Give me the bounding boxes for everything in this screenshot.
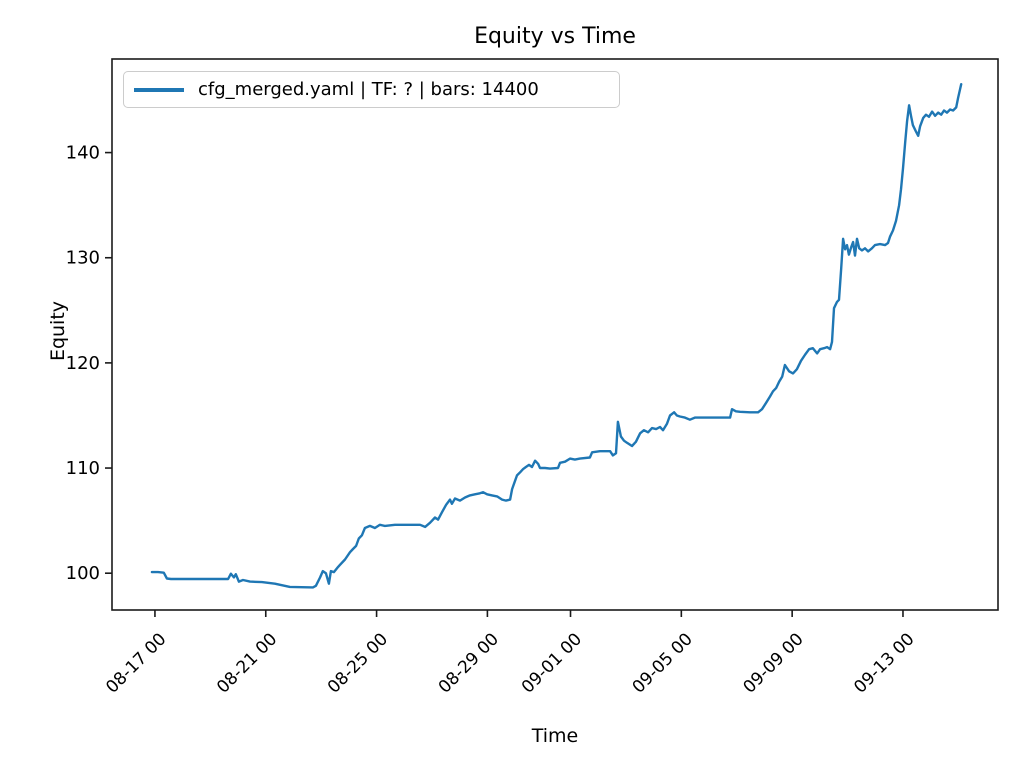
legend-label: cfg_merged.yaml | TF: ? | bars: 14400 <box>198 79 539 100</box>
y-axis-label: Equity <box>47 300 69 362</box>
x-tick-label: 09-09 00 <box>739 629 807 697</box>
plot-area <box>111 58 999 611</box>
chart-title: Equity vs Time <box>474 24 636 49</box>
x-tick-label: 08-25 00 <box>324 629 392 697</box>
legend-line-sample-icon <box>134 87 184 92</box>
x-tick-label: 08-29 00 <box>435 629 503 697</box>
y-tick-label: 140 <box>66 143 100 164</box>
y-tick-label: 110 <box>66 458 100 479</box>
y-tick-label: 120 <box>66 353 100 374</box>
x-tick-label: 09-13 00 <box>850 629 918 697</box>
x-tick-label: 09-05 00 <box>629 629 697 697</box>
equity-line <box>150 82 963 589</box>
x-axis-label: Time <box>531 725 579 747</box>
x-tick-label: 09-01 00 <box>518 629 586 697</box>
x-tick-label: 08-17 00 <box>102 629 170 697</box>
y-tick-label: 130 <box>66 248 100 269</box>
y-tick-label: 100 <box>66 563 100 584</box>
x-tick-label: 08-21 00 <box>213 629 281 697</box>
legend: cfg_merged.yaml | TF: ? | bars: 14400 <box>123 71 620 108</box>
